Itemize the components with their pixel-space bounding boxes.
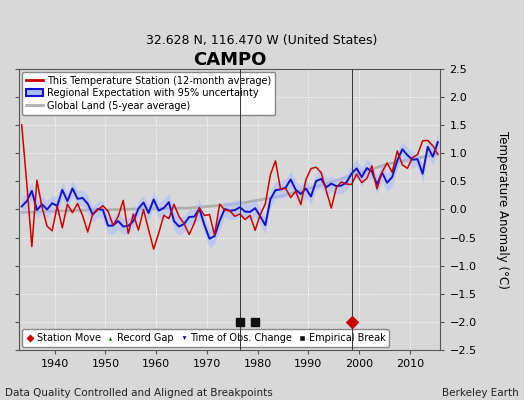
Title: CAMPO: CAMPO: [193, 51, 267, 69]
Point: [251, 319, 259, 325]
Y-axis label: Temperature Anomaly (°C): Temperature Anomaly (°C): [496, 130, 509, 288]
Text: Berkeley Earth: Berkeley Earth: [442, 388, 519, 398]
Text: Data Quality Controlled and Aligned at Breakpoints: Data Quality Controlled and Aligned at B…: [5, 388, 273, 398]
Point: [236, 319, 244, 325]
Point: [347, 319, 356, 325]
Legend: Station Move, Record Gap, Time of Obs. Change, Empirical Break: Station Move, Record Gap, Time of Obs. C…: [22, 329, 389, 347]
Text: 32.628 N, 116.470 W (United States): 32.628 N, 116.470 W (United States): [146, 34, 378, 47]
